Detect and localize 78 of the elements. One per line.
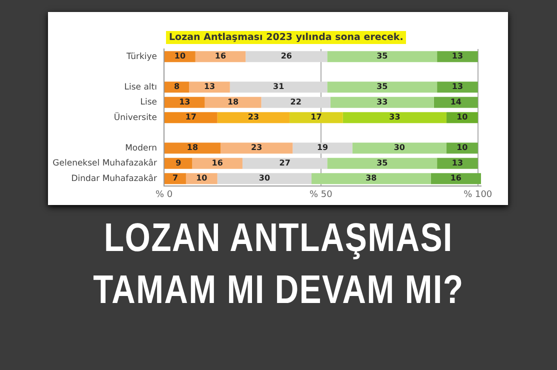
x-tick-label: % 100 (464, 190, 492, 200)
data-label: 22 (290, 97, 302, 106)
data-label: 33 (376, 97, 388, 106)
data-label: 35 (376, 158, 388, 168)
x-tick-label: % 0 (155, 190, 173, 200)
data-label: 16 (450, 174, 462, 183)
data-label: 26 (280, 52, 292, 61)
bar (164, 142, 220, 154)
bar (292, 142, 352, 154)
data-label: 17 (185, 112, 196, 122)
y-tick-label: Üniversite (114, 112, 157, 123)
bar (312, 173, 431, 184)
bar (164, 96, 205, 108)
data-label: 8 (174, 82, 180, 92)
bar (330, 96, 434, 108)
data-label: 10 (456, 143, 468, 152)
bar (195, 51, 246, 62)
data-label: 27 (279, 158, 290, 168)
bar (164, 112, 218, 124)
data-label: 18 (186, 143, 198, 152)
bar (327, 82, 438, 93)
data-label: 13 (452, 158, 464, 168)
data-label: 33 (389, 112, 400, 122)
data-label: 9 (176, 158, 182, 168)
y-tick-label: Geleneksel Muhafazakâr (52, 158, 158, 169)
bar (217, 112, 290, 124)
data-label: 35 (376, 82, 388, 92)
bar (192, 158, 242, 169)
data-label: 10 (456, 112, 468, 122)
bar (327, 51, 438, 62)
data-label: 35 (376, 52, 388, 61)
bar (290, 112, 343, 124)
bar (437, 82, 478, 93)
data-label: 38 (366, 174, 378, 183)
data-label: 13 (452, 52, 464, 61)
bar (242, 158, 328, 169)
data-label: 30 (394, 143, 406, 152)
bar (434, 96, 478, 108)
y-tick-label: Lise altı (124, 82, 157, 92)
bar (261, 96, 330, 108)
data-label: 7 (172, 174, 178, 183)
data-label: 16 (214, 52, 226, 61)
data-label: 30 (258, 174, 270, 183)
bar (352, 142, 446, 154)
bar (164, 82, 190, 93)
y-tick-label: Modern (125, 143, 157, 154)
data-label: 13 (452, 82, 464, 92)
data-label: 17 (310, 112, 322, 122)
bar (437, 158, 478, 169)
data-label: 10 (174, 52, 186, 61)
bar (217, 173, 312, 184)
y-tick-label: Lise (140, 98, 157, 108)
data-label: 23 (248, 112, 260, 122)
bar (204, 96, 262, 108)
data-label: 13 (179, 97, 190, 106)
bar (164, 158, 192, 169)
data-label: 31 (272, 82, 285, 92)
bar (220, 142, 293, 154)
data-label: 14 (450, 97, 462, 106)
y-tick-label: Türkiye (126, 52, 157, 62)
data-label: 10 (196, 174, 208, 183)
y-tick-label: Dindar Muhafazakâr (71, 174, 158, 184)
text: LOZAN ANTLAŞMASI TAMAM MI DEVAM MI? (92, 215, 465, 314)
bar (342, 112, 446, 124)
x-tick-label: % 50 (309, 190, 333, 200)
bar (327, 158, 438, 169)
bar (437, 51, 478, 62)
data-label: 18 (227, 97, 240, 106)
bar (230, 82, 328, 93)
chart-title: Lozan Antlaşması 2023 yılında sona erecek. (166, 31, 406, 44)
data-label: 23 (251, 143, 262, 152)
data-label: 13 (204, 82, 216, 92)
bar (430, 173, 481, 184)
data-label: 19 (316, 143, 328, 152)
bar (246, 51, 328, 62)
bar (189, 82, 230, 93)
data-label: 16 (212, 158, 224, 168)
bar (164, 173, 186, 184)
